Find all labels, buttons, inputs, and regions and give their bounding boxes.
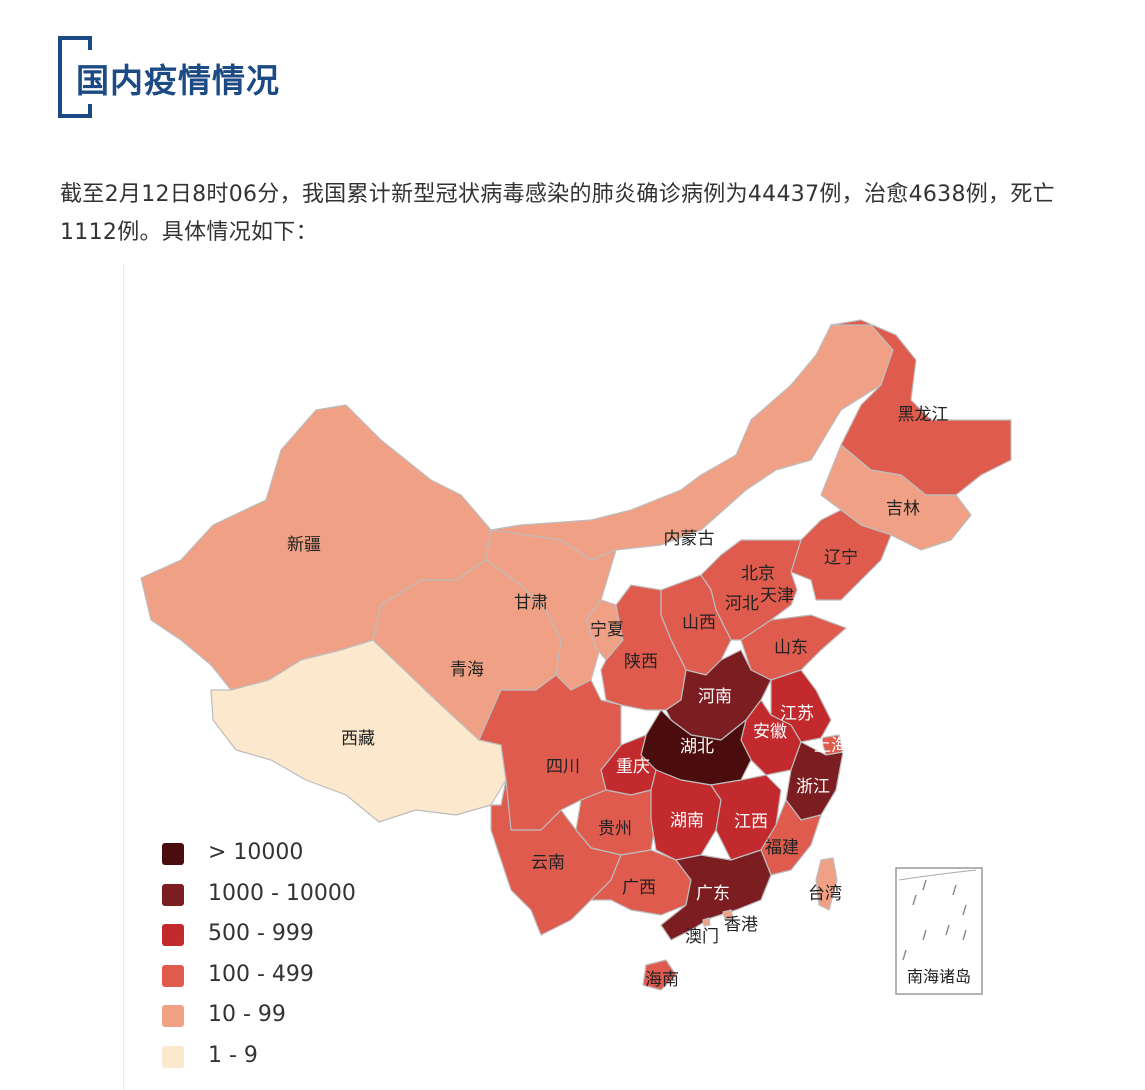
- legend-item-10-99[interactable]: 10 - 99: [160, 1000, 420, 1041]
- legend-swatch: [162, 964, 184, 987]
- province-yunnan[interactable]: [490, 779, 622, 936]
- section-title: 国内疫情情况: [76, 61, 280, 100]
- label-anhui: 安徽: [753, 722, 787, 742]
- label-hebei: 河北: [725, 594, 759, 614]
- province-hainan[interactable]: [642, 959, 677, 991]
- label-jiangsu: 江苏: [780, 704, 814, 724]
- inset-label: 南海诸岛: [907, 967, 971, 986]
- label-shanghai: 上海: [814, 736, 848, 756]
- label-shandong: 山东: [774, 638, 808, 658]
- legend-item-1-9[interactable]: 1 - 9: [160, 1041, 420, 1082]
- label-liaoning: 辽宁: [824, 548, 858, 568]
- label-heilongjiang: 黑龙江: [898, 405, 949, 425]
- legend-label: > 10000: [208, 840, 304, 865]
- legend-label: 10 - 99: [208, 1002, 286, 1027]
- label-yunnan: 云南: [531, 853, 565, 873]
- province-fujian[interactable]: [760, 799, 822, 876]
- label-xizang: 西藏: [341, 729, 375, 749]
- label-sichuan: 四川: [546, 757, 580, 777]
- legend-swatch: [162, 843, 184, 865]
- label-hubei: 湖北: [680, 737, 714, 757]
- province-jilin[interactable]: [820, 444, 972, 551]
- province-labels: 黑龙江 吉林 辽宁 内蒙古 新疆 甘肃 宁夏 青海 西藏 北京 天津 河北 山西…: [287, 405, 949, 990]
- label-tianjin: 天津: [760, 586, 794, 606]
- label-jilin: 吉林: [886, 499, 920, 519]
- province-xianggang[interactable]: [722, 909, 734, 921]
- label-guangxi: 广西: [622, 878, 656, 898]
- province-liaoning[interactable]: [790, 509, 892, 601]
- legend-item-gt10000[interactable]: > 10000: [160, 838, 420, 879]
- province-aomen[interactable]: [702, 917, 711, 927]
- label-hunan: 湖南: [670, 811, 704, 831]
- legend-label: 500 - 999: [208, 921, 314, 946]
- label-chongqing: 重庆: [616, 757, 650, 777]
- map-legend: > 10000 1000 - 10000 500 - 999 100 - 499…: [160, 838, 420, 1081]
- label-hainan: 海南: [645, 970, 679, 990]
- south-china-sea-inset: 南海诸岛: [895, 867, 983, 995]
- legend-swatch: [162, 883, 184, 906]
- label-qinghai: 青海: [450, 660, 484, 680]
- bracket-tick-bottom: [88, 104, 92, 118]
- legend-swatch: [162, 924, 184, 946]
- label-fujian: 福建: [765, 838, 799, 858]
- intro-paragraph: 截至2月12日8时06分，我国累计新型冠状病毒感染的肺炎确诊病例为44437例，…: [60, 182, 1055, 245]
- title-bracket-decoration: [58, 36, 92, 118]
- label-taiwan: 台湾: [808, 884, 842, 904]
- label-ningxia: 宁夏: [590, 620, 624, 640]
- label-gansu: 甘肃: [514, 593, 548, 613]
- label-henan: 河南: [698, 687, 732, 707]
- label-jiangxi: 江西: [734, 812, 768, 832]
- legend-swatch: [162, 1005, 184, 1027]
- province-guangxi[interactable]: [590, 849, 692, 916]
- legend-label: 100 - 499: [208, 961, 314, 987]
- label-xianggang: 香港: [724, 915, 758, 935]
- label-neimenggu: 内蒙古: [664, 529, 715, 549]
- province-heilongjiang[interactable]: [830, 319, 1012, 496]
- legend-label: 1 - 9: [208, 1042, 258, 1068]
- bracket-tick-top: [88, 36, 92, 50]
- legend-label: 1000 - 10000: [208, 880, 356, 906]
- section-header: 国内疫情情况: [58, 36, 358, 122]
- legend-item-100-499[interactable]: 100 - 499: [160, 960, 420, 1001]
- label-guangdong: 广东: [696, 884, 730, 904]
- legend-item-1000-10000[interactable]: 1000 - 10000: [160, 879, 420, 920]
- label-guizhou: 贵州: [598, 819, 632, 839]
- map-panel: 南海诸岛 黑龙江 吉林 辽宁 内蒙古 新疆 甘肃 宁夏 青海 西藏 北京 天津 …: [123, 264, 1024, 1090]
- label-shaanxi: 陕西: [624, 652, 658, 672]
- legend-item-500-999[interactable]: 500 - 999: [160, 919, 420, 960]
- china-map: 南海诸岛 黑龙江 吉林 辽宁 内蒙古 新疆 甘肃 宁夏 青海 西藏 北京 天津 …: [140, 319, 1012, 995]
- label-xinjiang: 新疆: [287, 535, 321, 555]
- legend-swatch: [162, 1045, 184, 1068]
- label-zhejiang: 浙江: [796, 777, 830, 797]
- province-taiwan[interactable]: [815, 857, 838, 911]
- label-beijing: 北京: [741, 564, 775, 584]
- label-aomen: 澳门: [685, 927, 719, 947]
- label-shanxi: 山西: [682, 613, 716, 633]
